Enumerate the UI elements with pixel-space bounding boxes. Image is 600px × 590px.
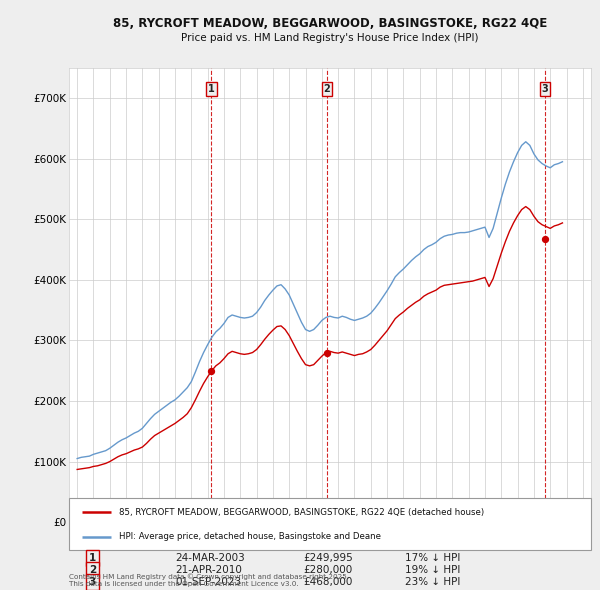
Text: 24-MAR-2003: 24-MAR-2003 bbox=[175, 553, 245, 563]
Text: 1: 1 bbox=[208, 84, 215, 94]
Text: 21-APR-2010: 21-APR-2010 bbox=[175, 565, 242, 575]
Text: 3: 3 bbox=[541, 84, 548, 94]
Text: 2: 2 bbox=[89, 565, 96, 575]
Text: 3: 3 bbox=[89, 577, 96, 587]
Text: Price paid vs. HM Land Registry's House Price Index (HPI): Price paid vs. HM Land Registry's House … bbox=[181, 33, 479, 42]
Text: 85, RYCROFT MEADOW, BEGGARWOOD, BASINGSTOKE, RG22 4QE (detached house): 85, RYCROFT MEADOW, BEGGARWOOD, BASINGST… bbox=[119, 508, 484, 517]
Text: 19% ↓ HPI: 19% ↓ HPI bbox=[405, 565, 460, 575]
Text: 01-SEP-2023: 01-SEP-2023 bbox=[175, 577, 241, 587]
Text: 23% ↓ HPI: 23% ↓ HPI bbox=[405, 577, 460, 587]
Point bbox=[206, 366, 216, 375]
Text: 1: 1 bbox=[89, 553, 96, 563]
Text: £249,995: £249,995 bbox=[304, 553, 353, 563]
Text: £468,000: £468,000 bbox=[304, 577, 353, 587]
Text: Contains HM Land Registry data © Crown copyright and database right 2025.
This d: Contains HM Land Registry data © Crown c… bbox=[69, 573, 349, 587]
Point bbox=[540, 234, 550, 244]
Text: 2: 2 bbox=[323, 84, 330, 94]
Text: 85, RYCROFT MEADOW, BEGGARWOOD, BASINGSTOKE, RG22 4QE: 85, RYCROFT MEADOW, BEGGARWOOD, BASINGST… bbox=[113, 17, 547, 30]
Text: £280,000: £280,000 bbox=[304, 565, 353, 575]
FancyBboxPatch shape bbox=[69, 498, 591, 550]
Text: HPI: Average price, detached house, Basingstoke and Deane: HPI: Average price, detached house, Basi… bbox=[119, 532, 380, 542]
Point bbox=[322, 348, 332, 358]
Text: 17% ↓ HPI: 17% ↓ HPI bbox=[405, 553, 460, 563]
